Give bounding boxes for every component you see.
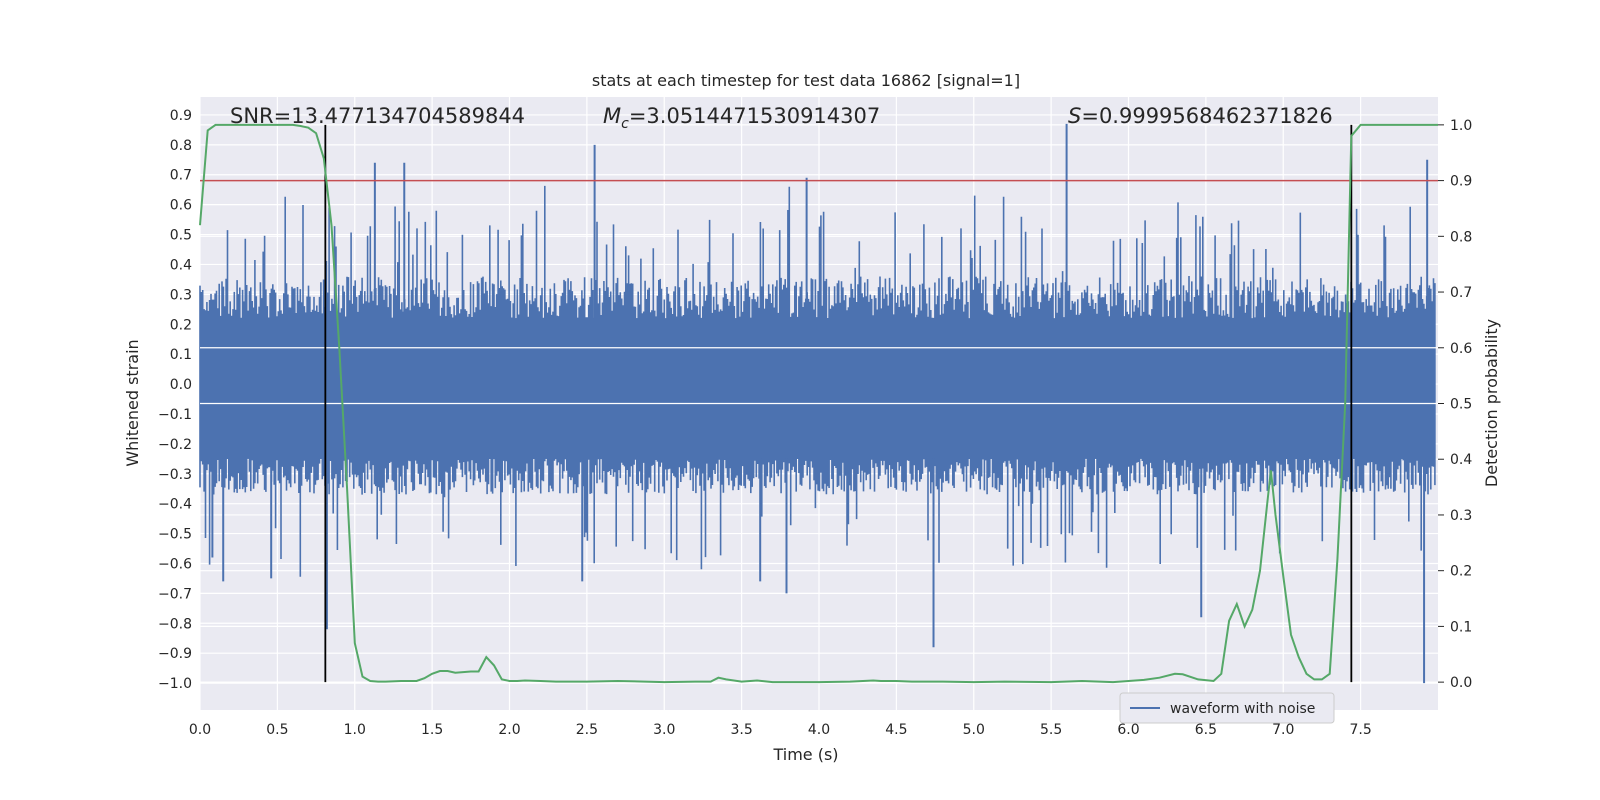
y2-tick-label: 0.7 — [1450, 285, 1472, 301]
y-tick-label: 0.0 — [170, 377, 192, 393]
x-tick-label: 1.0 — [344, 722, 366, 738]
chirp-mass-symbol: M — [603, 104, 621, 128]
y-tick-label: 0.8 — [170, 138, 192, 154]
x-axis-title: Time (s) — [772, 745, 838, 764]
x-tick-label: 0.5 — [266, 722, 288, 738]
chirp-mass-subscript: c — [621, 116, 629, 132]
y2-tick-label: 0.8 — [1450, 229, 1472, 245]
x-tick-label: 5.5 — [1040, 722, 1062, 738]
x-axis-ticks: 0.0 0.5 1.0 1.5 2.0 2.5 3.0 3.5 4.0 4.5 5.0 5.5 6.0 6… — [189, 722, 1372, 738]
y2-tick-label: 0.3 — [1450, 508, 1472, 524]
right-axis-ticks: 1.0 0.9 0.8 0.7 0.6 0.5 0.4 0.3 0.2 0.1 0.0 — [1438, 118, 1472, 691]
y-tick-label: 0.1 — [170, 347, 192, 363]
event-markers — [324, 124, 1353, 683]
significance-value: =0.9999568462371826 — [1081, 104, 1332, 128]
y2-tick-label: 0.6 — [1450, 341, 1472, 357]
detection-probability-line — [199, 123, 1438, 684]
legend: waveform with noise — [1119, 692, 1335, 724]
y-tick-label: −0.6 — [158, 556, 192, 572]
y2-tick-label: 0.5 — [1450, 397, 1472, 413]
x-tick-label: 5.0 — [963, 722, 985, 738]
x-tick-label: 2.0 — [498, 722, 520, 738]
x-tick-label: 3.0 — [653, 722, 675, 738]
y-axis-title: Whitened strain — [123, 339, 142, 466]
y-tick-label: −0.2 — [158, 437, 192, 453]
y2-tick-label: 0.9 — [1450, 174, 1472, 190]
y2-tick-label: 1.0 — [1450, 118, 1472, 134]
x-tick-label: 1.5 — [421, 722, 443, 738]
x-tick-label: 3.5 — [730, 722, 752, 738]
snr-annotation: SNR=13.477134704589844 — [230, 104, 525, 128]
legend-label: waveform with noise — [1170, 701, 1315, 717]
y2-axis-title: Detection probability — [1482, 319, 1501, 487]
waveform-core — [200, 318, 1435, 459]
y2-tick-label: 0.2 — [1450, 564, 1472, 580]
y2-tick-label: 0.1 — [1450, 619, 1472, 635]
y2-tick-label: 0.0 — [1450, 675, 1472, 691]
y-tick-label: −0.9 — [158, 646, 192, 662]
y-tick-label: −1.0 — [158, 676, 192, 692]
y-tick-label: −0.4 — [158, 497, 192, 513]
chirp-mass-value: =3.0514471530914307 — [629, 104, 880, 128]
y-tick-label: 0.4 — [170, 257, 192, 273]
y-tick-label: −0.5 — [158, 527, 192, 543]
x-tick-label: 6.0 — [1117, 722, 1139, 738]
left-axis-ticks: 0.9 0.8 0.7 0.6 0.5 0.4 0.3 0.2 0.1 0.0 −0.1 −0.2 −0… — [158, 108, 192, 692]
y-tick-label: −0.3 — [158, 467, 192, 483]
x-tick-label: 4.0 — [808, 722, 830, 738]
significance-symbol: S — [1068, 104, 1081, 128]
y-tick-label: 0.9 — [170, 108, 192, 124]
y2-tick-label: 0.4 — [1450, 452, 1472, 468]
y-tick-label: −0.8 — [158, 616, 192, 632]
x-tick-label: 2.5 — [576, 722, 598, 738]
chirp-mass-annotation: Mc=3.0514471530914307 — [603, 104, 880, 132]
waveform-series — [199, 123, 1438, 684]
x-tick-label: 7.0 — [1272, 722, 1294, 738]
y-tick-label: 0.6 — [170, 198, 192, 214]
x-tick-label: 0.0 — [189, 722, 211, 738]
legend-box — [1119, 692, 1335, 724]
y-tick-label: 0.7 — [170, 168, 192, 184]
y-tick-label: −0.7 — [158, 586, 192, 602]
x-tick-label: 6.5 — [1195, 722, 1217, 738]
chart-title: stats at each timestep for test data 168… — [592, 71, 1020, 90]
y-tick-label: −0.1 — [158, 407, 192, 423]
y-tick-label: 0.2 — [170, 317, 192, 333]
x-tick-label: 4.5 — [885, 722, 907, 738]
x-tick-label: 7.5 — [1349, 722, 1371, 738]
significance-annotation: S=0.9999568462371826 — [1068, 104, 1333, 128]
y-tick-label: 0.5 — [170, 228, 192, 244]
y-tick-label: 0.3 — [170, 287, 192, 303]
